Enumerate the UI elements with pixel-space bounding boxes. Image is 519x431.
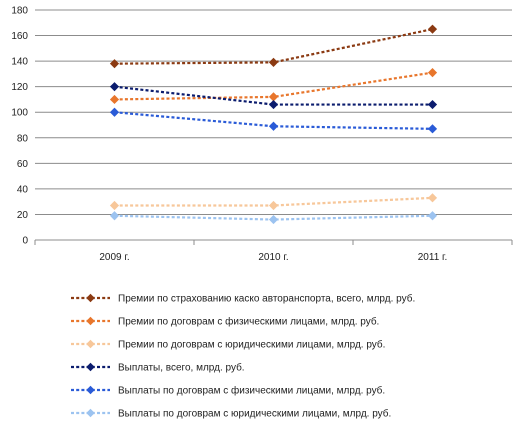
x-tick-label: 2011 г.: [418, 252, 448, 263]
legend-item: Выплаты по договрам с юридическими лицам…: [71, 408, 391, 420]
x-tick-label: 2010 г.: [258, 252, 288, 263]
series: [109, 24, 438, 225]
series-1: [109, 24, 438, 69]
y-tick-label: 20: [17, 210, 29, 221]
legend-marker: [86, 362, 95, 372]
y-tick-label: 60: [17, 159, 29, 170]
data-point: [268, 214, 279, 225]
series-line: [114, 111, 433, 130]
legend-label: Выплаты по договрам с физическими лицами…: [118, 385, 385, 397]
data-point: [427, 211, 438, 221]
series-3: [109, 193, 438, 211]
data-point: [427, 193, 438, 203]
data-point: [268, 99, 279, 110]
data-point: [427, 24, 438, 34]
data-point: [109, 94, 120, 105]
series-4: [109, 82, 438, 110]
series-2: [109, 68, 438, 105]
legend-label: Премии по договрам с физическими лицами,…: [118, 316, 379, 328]
legend-item: Премии по договрам с физическими лицами,…: [71, 316, 379, 328]
data-point: [427, 68, 438, 78]
data-point: [427, 99, 438, 110]
data-point: [427, 124, 438, 134]
y-tick-label: 100: [11, 108, 28, 119]
y-tick-label: 140: [11, 57, 28, 68]
y-tick-label: 180: [11, 6, 28, 17]
data-point: [268, 121, 279, 131]
legend-marker: [86, 339, 95, 349]
legend-item: Премии по страхованию каско авторанспорт…: [71, 293, 415, 305]
data-point: [109, 200, 120, 211]
series-5: [109, 107, 438, 134]
data-point: [109, 59, 120, 69]
legend: Премии по страхованию каско авторанспорт…: [71, 293, 415, 420]
y-tick-label: 40: [17, 184, 29, 195]
series-line: [114, 28, 433, 65]
y-tick-label: 120: [11, 82, 28, 93]
data-point: [109, 82, 120, 92]
legend-label: Выплаты по договрам с юридическими лицам…: [118, 408, 391, 420]
data-point: [268, 57, 279, 67]
legend-marker: [86, 408, 95, 418]
series-line: [114, 71, 433, 101]
legend-label: Выплаты, всего, млрд. руб.: [118, 362, 245, 374]
gridlines: [35, 9, 512, 215]
data-point: [109, 211, 120, 221]
axes: 0 20 40 60 80 100 120 140 160 180 2009 г. 2010 г. 20…: [11, 6, 513, 263]
series-line: [114, 85, 433, 106]
y-tick-label: 160: [11, 31, 28, 42]
series-line: [114, 214, 433, 221]
legend-label: Премии по страхованию каско авторанспорт…: [118, 293, 415, 305]
data-point: [109, 107, 120, 117]
legend-item: Выплаты, всего, млрд. руб.: [71, 362, 245, 374]
legend-label: Премии по договрам с юридическими лицами…: [118, 339, 385, 351]
data-point: [268, 200, 279, 211]
legend-item: Выплаты по договрам с физическими лицами…: [71, 385, 385, 397]
data-point: [268, 92, 279, 102]
legend-marker: [86, 293, 95, 303]
legend-marker: [86, 316, 95, 326]
y-tick-label: 0: [22, 236, 28, 247]
legend-item: Премии по договрам с юридическими лицами…: [71, 339, 385, 351]
legend-marker: [86, 385, 95, 395]
x-tick-label: 2009 г.: [99, 252, 129, 263]
series-6: [109, 211, 438, 225]
y-tick-label: 80: [17, 133, 29, 144]
